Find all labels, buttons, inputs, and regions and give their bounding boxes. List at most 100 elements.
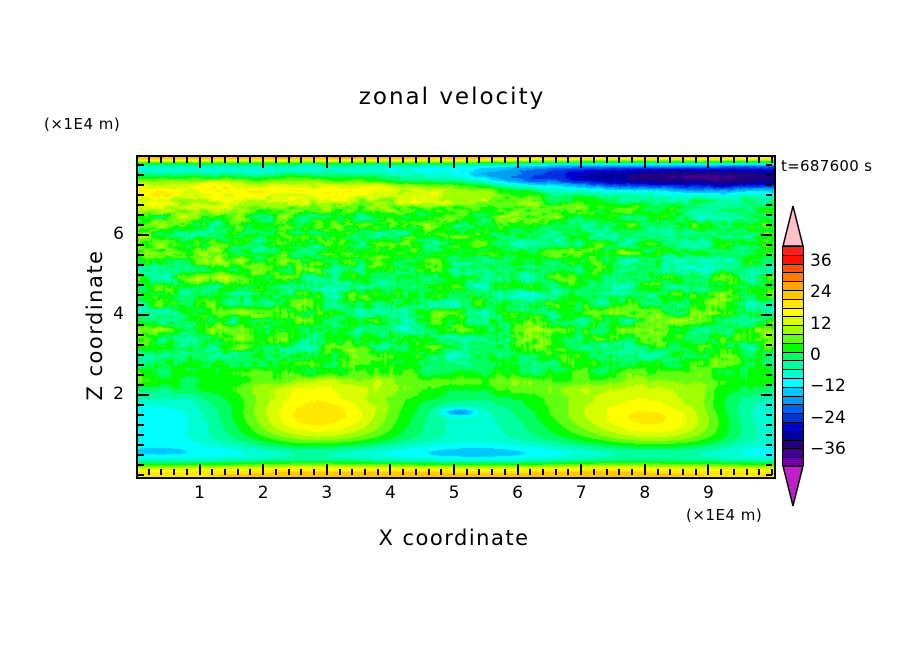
x-minor-tick	[504, 157, 506, 163]
x-minor-tick	[237, 469, 239, 475]
y-minor-tick	[766, 444, 772, 446]
x-minor-tick	[529, 157, 531, 163]
x-tick-label: 3	[321, 483, 333, 503]
x-tick-label: 4	[384, 483, 396, 503]
y-minor-tick	[138, 254, 144, 256]
x-minor-tick	[288, 157, 290, 163]
x-minor-tick	[428, 469, 430, 475]
y-minor-tick	[766, 324, 772, 326]
x-minor-tick	[669, 157, 671, 163]
x-minor-tick	[224, 157, 226, 163]
y-minor-tick	[138, 334, 144, 336]
x-tick-label: 9	[702, 483, 714, 503]
y-minor-tick	[138, 304, 144, 306]
x-tick-label: 8	[639, 483, 651, 503]
x-tick-label: 2	[257, 483, 269, 503]
y-minor-tick	[766, 454, 772, 456]
page-title: zonal velocity	[358, 84, 546, 110]
x-minor-tick	[224, 469, 226, 475]
x-minor-tick	[428, 157, 430, 163]
x-minor-tick	[440, 469, 442, 475]
x-major-tick	[453, 464, 455, 475]
x-minor-tick	[555, 157, 557, 163]
x-minor-tick	[478, 469, 480, 475]
x-minor-tick	[733, 157, 735, 163]
y-minor-tick	[138, 324, 144, 326]
y-minor-tick	[766, 474, 772, 476]
x-major-tick	[389, 157, 391, 168]
colorbar-tick-label: 0	[810, 345, 821, 365]
y-minor-tick	[138, 374, 144, 376]
x-minor-tick	[313, 157, 315, 163]
y-minor-tick	[138, 244, 144, 246]
y-minor-tick	[138, 364, 144, 366]
x-axis-unit-label: (×1E4 m)	[686, 506, 763, 524]
colorbar-band	[783, 290, 803, 300]
colorbar-band	[783, 343, 803, 353]
y-minor-tick	[138, 354, 144, 356]
x-minor-tick	[606, 469, 608, 475]
y-minor-tick	[138, 174, 144, 176]
y-tick-label: 2	[113, 384, 124, 404]
x-minor-tick	[249, 469, 251, 475]
y-minor-tick	[766, 464, 772, 466]
y-minor-tick	[138, 284, 144, 286]
colorbar-under-arrow-icon	[782, 465, 804, 507]
y-minor-tick	[766, 244, 772, 246]
x-minor-tick	[402, 469, 404, 475]
x-minor-tick	[186, 469, 188, 475]
x-major-tick	[707, 157, 709, 168]
y-minor-tick	[138, 404, 144, 406]
x-minor-tick	[542, 469, 544, 475]
colorbar: 36 24 12 0 −12 −24 −36	[782, 205, 846, 507]
x-major-tick	[517, 157, 519, 168]
x-minor-tick	[313, 469, 315, 475]
y-minor-tick	[766, 204, 772, 206]
x-minor-tick	[631, 469, 633, 475]
y-minor-tick	[766, 304, 772, 306]
x-minor-tick	[275, 469, 277, 475]
y-minor-tick	[766, 374, 772, 376]
y-minor-tick	[138, 454, 144, 456]
y-tick-label: 6	[113, 224, 124, 244]
colorbar-band	[783, 247, 803, 256]
colorbar-tick-label: −36	[810, 439, 846, 460]
x-major-tick	[199, 157, 201, 168]
colorbar-band	[783, 361, 803, 371]
y-minor-tick	[766, 344, 772, 346]
x-minor-tick	[160, 469, 162, 475]
colorbar-band	[783, 422, 803, 432]
y-minor-tick	[138, 414, 144, 416]
y-minor-tick	[766, 354, 772, 356]
colorbar-band	[783, 282, 803, 291]
colorbar-band	[783, 370, 803, 379]
y-minor-tick	[138, 424, 144, 426]
x-minor-tick	[606, 157, 608, 163]
x-minor-tick	[771, 157, 773, 163]
y-axis-unit-label: (×1E4 m)	[44, 115, 121, 133]
colorbar-band	[783, 431, 803, 441]
x-tick-label: 6	[512, 483, 523, 503]
y-major-tick	[138, 394, 149, 396]
colorbar-band	[783, 458, 803, 467]
y-minor-tick	[766, 194, 772, 196]
y-tick-label: 4	[113, 304, 124, 324]
y-minor-tick	[138, 464, 144, 466]
x-minor-tick	[682, 157, 684, 163]
y-major-tick	[761, 394, 772, 396]
y-minor-tick	[766, 434, 772, 436]
colorbar-tick-label: −12	[810, 376, 846, 397]
y-minor-tick	[138, 264, 144, 266]
x-major-tick	[262, 157, 264, 168]
x-minor-tick	[339, 469, 341, 475]
x-minor-tick	[758, 157, 760, 163]
x-minor-tick	[593, 469, 595, 475]
colorbar-band	[783, 273, 803, 283]
x-axis-title: X coordinate	[378, 526, 530, 550]
x-minor-tick	[491, 469, 493, 475]
x-major-tick	[644, 157, 646, 168]
y-major-tick	[138, 314, 149, 316]
y-minor-tick	[138, 294, 144, 296]
y-minor-tick	[138, 384, 144, 386]
x-minor-tick	[466, 469, 468, 475]
